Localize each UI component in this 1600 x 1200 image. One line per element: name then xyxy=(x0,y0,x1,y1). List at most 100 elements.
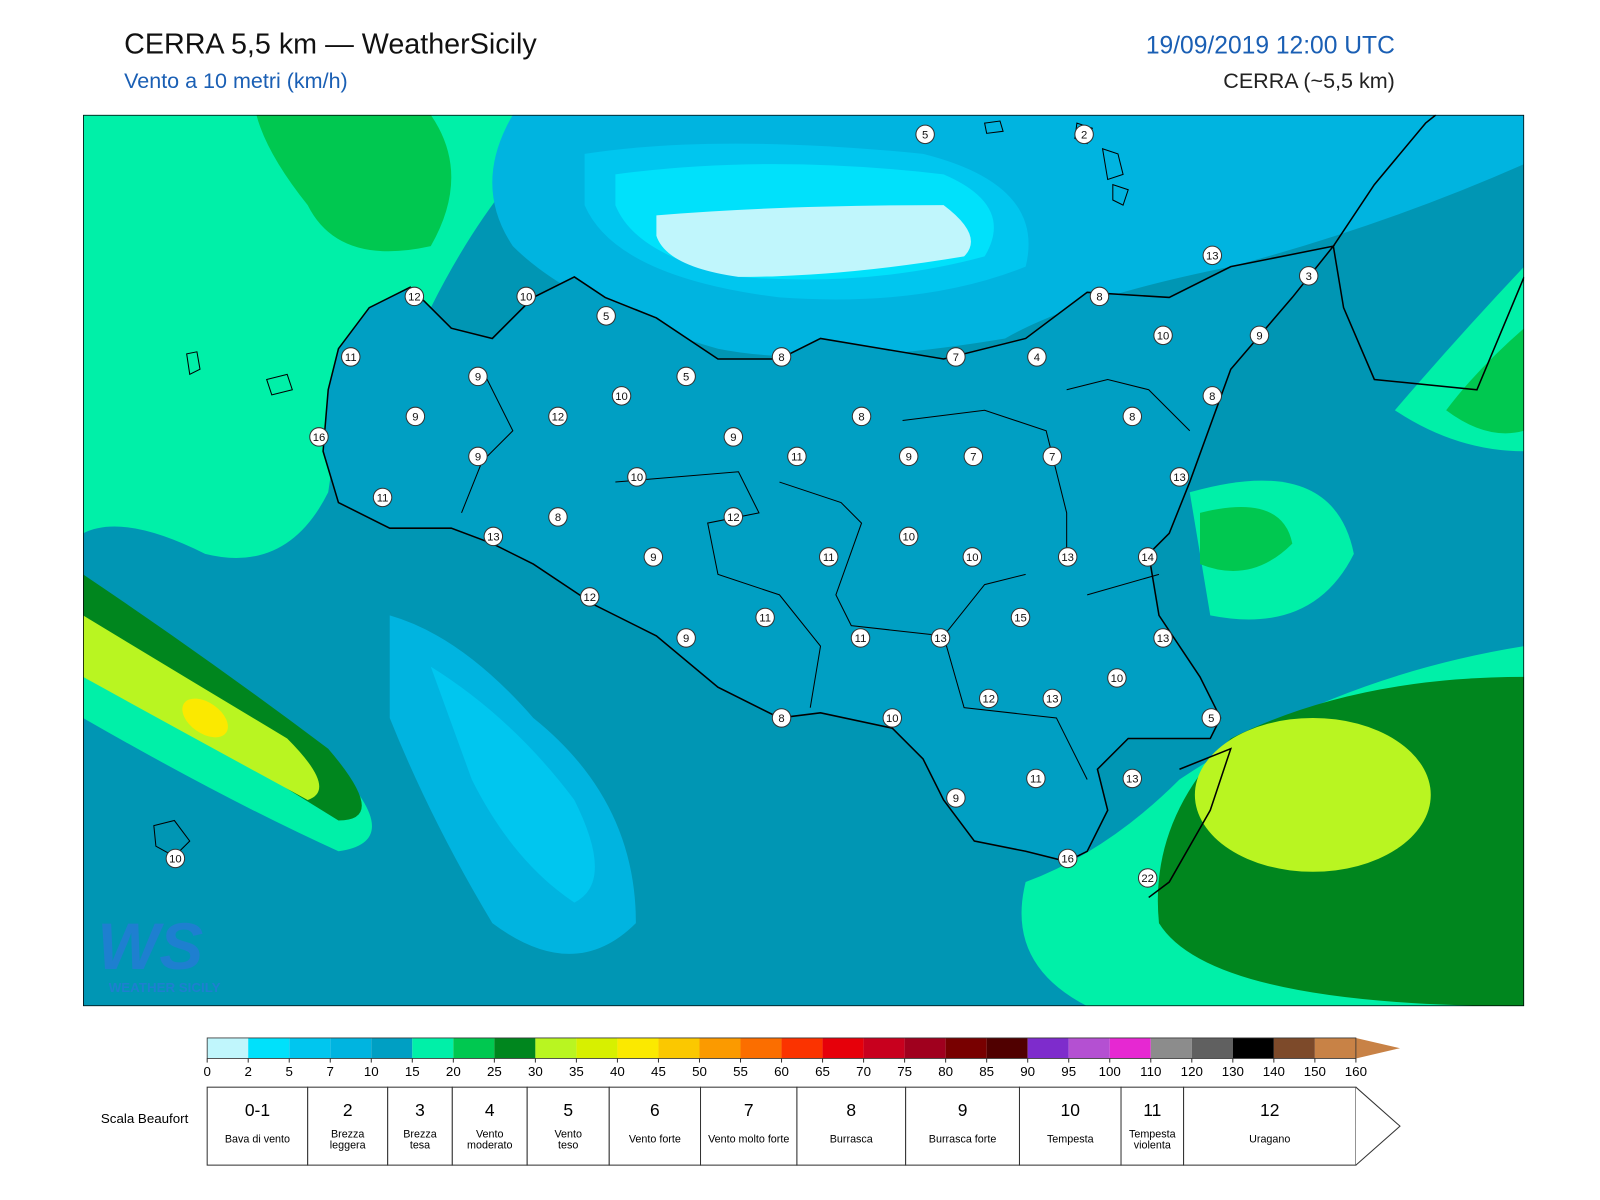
beaufort-cell xyxy=(1183,1086,1357,1166)
station-marker xyxy=(1042,688,1063,709)
colorbar-swatch xyxy=(1273,1037,1315,1059)
colorbar-tick-label: 7 xyxy=(327,1064,334,1079)
beaufort-label: Vento forte xyxy=(629,1134,681,1146)
colorbar-swatch xyxy=(945,1037,987,1059)
station-marker xyxy=(882,708,903,728)
colorbar-swatch xyxy=(412,1037,454,1059)
colorbar: 0 2 5 7 10 15 20 25 30 35 40 45 50 55 60 65 70 75 80 85 90 95… xyxy=(203,1037,1400,1079)
colorbar-tick-label: 70 xyxy=(856,1064,871,1079)
colorbar-swatch xyxy=(1150,1037,1192,1059)
colorbar-tick-label: 150 xyxy=(1304,1064,1326,1079)
station-value: 8 xyxy=(858,412,864,424)
colorbar-tick-label: 140 xyxy=(1263,1064,1285,1079)
station-value: 10 xyxy=(169,854,182,866)
station-value: 16 xyxy=(313,432,326,444)
station-marker xyxy=(850,628,871,648)
station-marker xyxy=(1202,245,1223,266)
colorbar-tick-label: 50 xyxy=(692,1064,707,1079)
station-marker xyxy=(1249,325,1270,346)
station-marker xyxy=(1122,406,1143,427)
station-marker xyxy=(1057,547,1078,567)
beaufort-force: 6 xyxy=(650,1100,660,1120)
colorbar-tick-label: 100 xyxy=(1099,1064,1121,1079)
station-marker xyxy=(787,446,807,467)
station-value: 11 xyxy=(855,633,867,645)
colorbar-swatch xyxy=(371,1037,413,1059)
beaufort-force: 2 xyxy=(343,1100,353,1120)
station-value: 7 xyxy=(1049,452,1055,464)
station-value: 9 xyxy=(412,412,418,424)
station-marker xyxy=(468,366,488,387)
colorbar-swatch xyxy=(494,1037,536,1059)
beaufort-cell xyxy=(451,1086,528,1166)
station-marker xyxy=(898,446,919,467)
beaufort-label: Brezza leggera xyxy=(330,1128,366,1151)
station-value: 11 xyxy=(377,493,389,505)
station-marker xyxy=(1202,386,1223,406)
station-marker xyxy=(468,446,488,467)
colorbar-tick-label: 55 xyxy=(733,1064,748,1079)
station-value: 5 xyxy=(1208,713,1214,725)
beaufort-force: 4 xyxy=(485,1100,495,1120)
beaufort-force: 9 xyxy=(958,1100,968,1120)
colorbar-tick-label: 160 xyxy=(1345,1064,1367,1079)
beaufort-force: 8 xyxy=(846,1100,856,1120)
station-marker xyxy=(1201,708,1222,728)
colorbar-tick-label: 95 xyxy=(1061,1064,1076,1079)
station-value: 12 xyxy=(727,512,740,524)
beaufort-force: 3 xyxy=(415,1100,425,1120)
station-value: 13 xyxy=(1046,694,1059,706)
station-marker xyxy=(596,306,616,326)
station-value: 11 xyxy=(823,552,835,564)
station-marker xyxy=(548,507,568,527)
beaufort-label: Vento molto forte xyxy=(708,1134,789,1146)
station-marker xyxy=(1042,446,1063,467)
colorbar-tick-label: 15 xyxy=(405,1064,420,1079)
beaufort-cell xyxy=(608,1086,702,1166)
beaufort-force: 0-1 xyxy=(245,1100,270,1120)
station-marker xyxy=(946,788,966,808)
station-marker xyxy=(404,286,425,307)
station-value: 9 xyxy=(475,452,481,464)
station-marker xyxy=(1026,768,1046,789)
station-value: 4 xyxy=(1034,352,1040,364)
station-labels: 5 2 13 3 12 10 5 8 10 9 11 8 7 4 9 5 10 8 9 12 8 8 16 9 9 11 9 7 7 10… xyxy=(165,124,1319,888)
colorbar-swatch xyxy=(289,1037,331,1059)
beaufort-label: Brezza tesa xyxy=(403,1128,436,1151)
colorbar-tick-label: 45 xyxy=(651,1064,666,1079)
station-value: 12 xyxy=(982,694,995,706)
beaufort-label: Burrasca forte xyxy=(929,1134,997,1146)
colorbar-tick-label: 10 xyxy=(364,1064,379,1079)
station-value: 22 xyxy=(1141,873,1154,885)
colorbar-swatch xyxy=(617,1037,659,1059)
beaufort-cell xyxy=(796,1086,907,1166)
station-value: 9 xyxy=(475,372,481,384)
beaufort-cell xyxy=(1120,1086,1185,1166)
beaufort-force: 7 xyxy=(744,1100,754,1120)
station-marker xyxy=(676,366,696,387)
station-marker xyxy=(1010,607,1031,628)
station-marker xyxy=(1137,547,1158,567)
station-value: 12 xyxy=(408,292,421,304)
title: CERRA 5,5 km — WeatherSicily xyxy=(124,28,537,60)
station-marker xyxy=(627,467,647,487)
station-value: 13 xyxy=(1126,774,1139,786)
station-value: 13 xyxy=(934,633,947,645)
colorbar-tick-label: 0 xyxy=(203,1064,210,1079)
station-value: 13 xyxy=(1157,633,1170,645)
station-value: 8 xyxy=(1209,391,1215,403)
station-marker xyxy=(1169,467,1190,487)
colorbar-swatch xyxy=(576,1037,618,1059)
station-value: 10 xyxy=(966,552,979,564)
station-value: 2 xyxy=(1081,129,1087,141)
station-marker xyxy=(1153,628,1173,648)
station-marker xyxy=(372,487,393,508)
station-value: 8 xyxy=(778,713,784,725)
station-marker xyxy=(771,347,792,367)
colorbar-tick-label: 120 xyxy=(1181,1064,1203,1079)
station-marker xyxy=(1153,325,1173,346)
station-marker xyxy=(723,427,744,447)
station-marker xyxy=(851,406,872,427)
station-marker xyxy=(962,547,983,567)
